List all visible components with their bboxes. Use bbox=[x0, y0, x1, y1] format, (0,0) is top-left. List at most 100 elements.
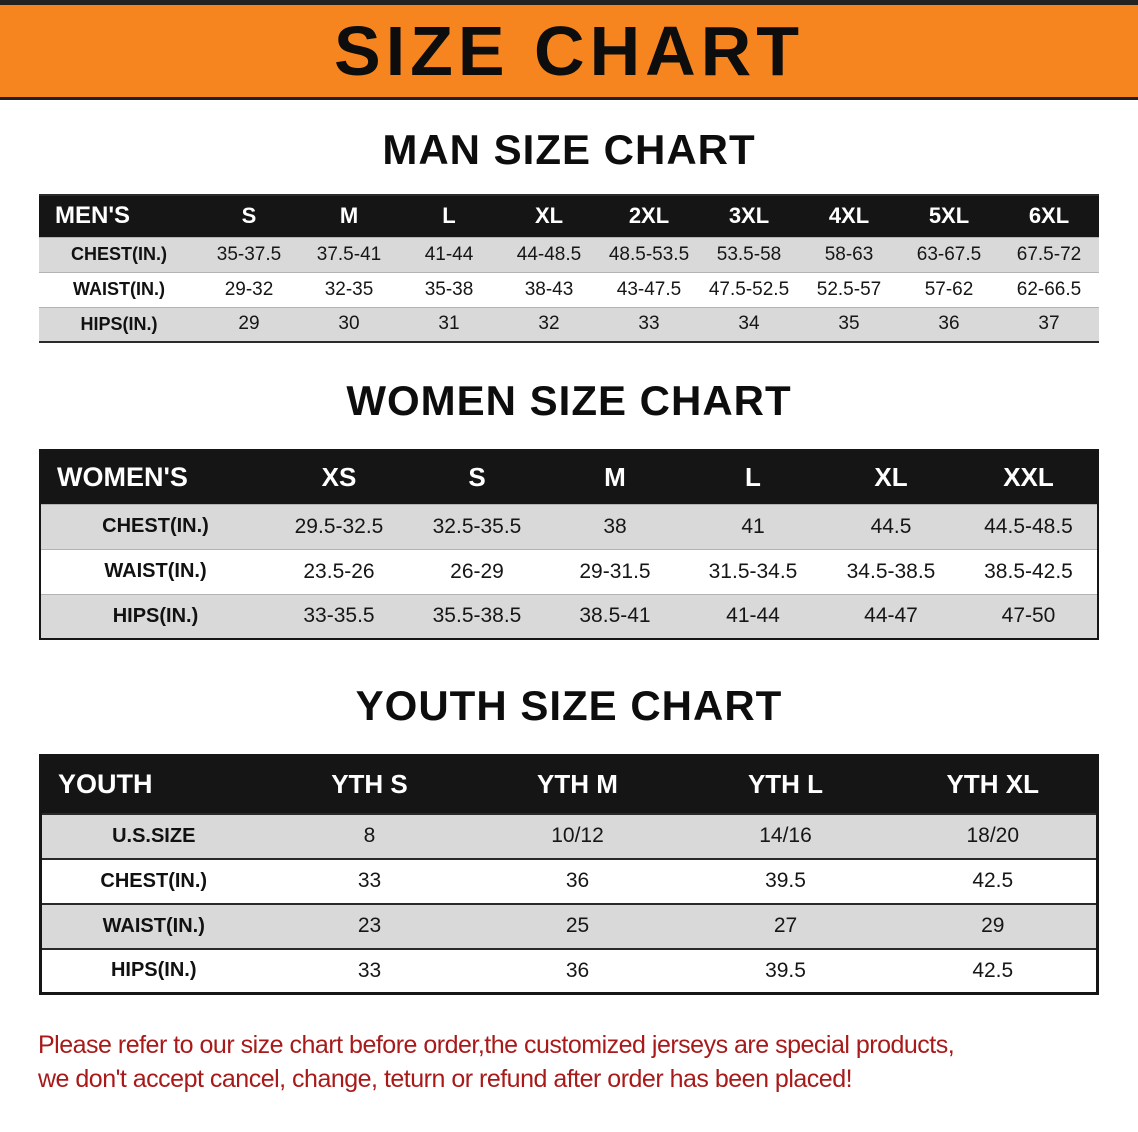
value-cell: 53.5-58 bbox=[699, 236, 799, 272]
value-cell: 8 bbox=[265, 812, 474, 859]
table-body: CHEST(IN.) 29.5-32.5 32.5-35.5 38 41 44.5 44.5… bbox=[40, 503, 1098, 639]
table-header-row: YOUTH YTH S YTH M YTH L YTH XL bbox=[40, 755, 1098, 814]
value-cell: 32-35 bbox=[299, 271, 399, 307]
value-cell: 43-47.5 bbox=[599, 271, 699, 307]
footer-disclaimer: Please refer to our size chart before or… bbox=[0, 1029, 1138, 1096]
table-title-cell: YOUTH bbox=[40, 755, 266, 814]
value-cell: 33 bbox=[265, 857, 474, 904]
size-column-header: 2XL bbox=[599, 195, 699, 237]
value-cell: 62-66.5 bbox=[999, 271, 1099, 307]
table-title-cell: WOMEN'S bbox=[40, 450, 270, 504]
size-column-header: YTH XL bbox=[889, 755, 1098, 814]
value-cell: 58-63 bbox=[799, 236, 899, 272]
value-cell: 67.5-72 bbox=[999, 236, 1099, 272]
row-label-cell: CHEST(IN.) bbox=[39, 236, 199, 272]
value-cell: 29 bbox=[889, 902, 1098, 949]
banner-title: SIZE CHART bbox=[334, 12, 804, 90]
value-cell: 42.5 bbox=[889, 947, 1098, 994]
value-cell: 34 bbox=[699, 306, 799, 342]
value-cell: 30 bbox=[299, 306, 399, 342]
value-cell: 41-44 bbox=[399, 236, 499, 272]
value-cell: 44.5-48.5 bbox=[960, 503, 1098, 549]
value-cell: 35-38 bbox=[399, 271, 499, 307]
table-head: MEN'S S M L XL 2XL 3XL 4XL 5XL 6XL bbox=[39, 195, 1099, 237]
value-cell: 48.5-53.5 bbox=[599, 236, 699, 272]
value-cell: 57-62 bbox=[899, 271, 999, 307]
value-cell: 38-43 bbox=[499, 271, 599, 307]
value-cell: 44.5 bbox=[822, 503, 960, 549]
value-cell: 36 bbox=[899, 306, 999, 342]
value-cell: 47-50 bbox=[960, 593, 1098, 639]
value-cell: 31.5-34.5 bbox=[684, 548, 822, 594]
row-label-cell: U.S.SIZE bbox=[40, 812, 266, 859]
row-label-cell: WAIST(IN.) bbox=[40, 902, 266, 949]
value-cell: 10/12 bbox=[473, 812, 682, 859]
value-cell: 26-29 bbox=[408, 548, 546, 594]
table-body: CHEST(IN.) 35-37.5 37.5-41 41-44 44-48.5 48.5… bbox=[39, 236, 1099, 342]
value-cell: 25 bbox=[473, 902, 682, 949]
value-cell: 14/16 bbox=[681, 812, 890, 859]
womens-size-table: WOMEN'S XS S M L XL XXL CHEST(IN.) 29.5-32.5 32.5… bbox=[39, 449, 1099, 640]
size-column-header: YTH L bbox=[681, 755, 890, 814]
table-header-row: MEN'S S M L XL 2XL 3XL 4XL 5XL 6XL bbox=[39, 195, 1099, 237]
value-cell: 36 bbox=[473, 947, 682, 994]
youth-size-table: YOUTH YTH S YTH M YTH L YTH XL U.S.SIZE 8 10/12… bbox=[39, 754, 1099, 995]
value-cell: 33 bbox=[265, 947, 474, 994]
value-cell: 38.5-42.5 bbox=[960, 548, 1098, 594]
value-cell: 44-48.5 bbox=[499, 236, 599, 272]
value-cell: 27 bbox=[681, 902, 890, 949]
value-cell: 47.5-52.5 bbox=[699, 271, 799, 307]
youth-size-chart-heading: YOUTH SIZE CHART bbox=[355, 682, 783, 729]
measurement-row: WAIST(IN.) 23.5-26 26-29 29-31.5 31.5-34.5 34… bbox=[40, 548, 1098, 594]
table-title-cell: MEN'S bbox=[39, 195, 199, 237]
value-cell: 29-31.5 bbox=[546, 548, 684, 594]
value-cell: 39.5 bbox=[681, 857, 890, 904]
value-cell: 42.5 bbox=[889, 857, 1098, 904]
value-cell: 41 bbox=[684, 503, 822, 549]
size-column-header: M bbox=[546, 450, 684, 504]
value-cell: 38 bbox=[546, 503, 684, 549]
table-body: U.S.SIZE 8 10/12 14/16 18/20 CHEST(IN.) 33 36 39… bbox=[40, 812, 1098, 994]
size-column-header: M bbox=[299, 195, 399, 237]
value-cell: 35-37.5 bbox=[199, 236, 299, 272]
value-cell: 41-44 bbox=[684, 593, 822, 639]
value-cell: 35 bbox=[799, 306, 899, 342]
value-cell: 44-47 bbox=[822, 593, 960, 639]
size-column-header: YTH M bbox=[473, 755, 682, 814]
row-label-cell: HIPS(IN.) bbox=[40, 593, 270, 639]
row-label-cell: CHEST(IN.) bbox=[40, 857, 266, 904]
measurement-row: WAIST(IN.) 29-32 32-35 35-38 38-43 43-47.5 47.… bbox=[39, 271, 1099, 307]
value-cell: 29 bbox=[199, 306, 299, 342]
value-cell: 37.5-41 bbox=[299, 236, 399, 272]
size-column-header: S bbox=[408, 450, 546, 504]
value-cell: 23.5-26 bbox=[270, 548, 408, 594]
value-cell: 37 bbox=[999, 306, 1099, 342]
size-column-header: L bbox=[399, 195, 499, 237]
measurement-row: CHEST(IN.) 29.5-32.5 32.5-35.5 38 41 44.5 44.5… bbox=[40, 503, 1098, 549]
table-header-row: WOMEN'S XS S M L XL XXL bbox=[40, 450, 1098, 504]
row-label-cell: CHEST(IN.) bbox=[40, 503, 270, 549]
measurement-row: HIPS(IN.) 33-35.5 35.5-38.5 38.5-41 41-44 44-… bbox=[40, 593, 1098, 639]
footer-line-2: we don't accept cancel, change, teturn o… bbox=[38, 1064, 853, 1093]
women-size-chart-heading: WOMEN SIZE CHART bbox=[346, 377, 792, 424]
value-cell: 18/20 bbox=[889, 812, 1098, 859]
measurement-row: CHEST(IN.) 33 36 39.5 42.5 bbox=[40, 857, 1098, 904]
value-cell: 38.5-41 bbox=[546, 593, 684, 639]
measurement-row: HIPS(IN.) 33 36 39.5 42.5 bbox=[40, 947, 1098, 994]
value-cell: 32.5-35.5 bbox=[408, 503, 546, 549]
value-cell: 31 bbox=[399, 306, 499, 342]
mens-size-table: MEN'S S M L XL 2XL 3XL 4XL 5XL 6XL CHEST(IN.) 35-37… bbox=[39, 194, 1099, 343]
value-cell: 63-67.5 bbox=[899, 236, 999, 272]
value-cell: 23 bbox=[265, 902, 474, 949]
size-column-header: S bbox=[199, 195, 299, 237]
footer-line-1: Please refer to our size chart before or… bbox=[38, 1031, 955, 1059]
row-label-cell: HIPS(IN.) bbox=[40, 947, 266, 994]
size-column-header: 4XL bbox=[799, 195, 899, 237]
size-column-header: XS bbox=[270, 450, 408, 504]
measurement-row: U.S.SIZE 8 10/12 14/16 18/20 bbox=[40, 812, 1098, 859]
size-column-header: 5XL bbox=[899, 195, 999, 237]
size-chart-banner: SIZE CHART bbox=[0, 0, 1138, 100]
measurement-row: HIPS(IN.) 29 30 31 32 33 34 35 36 37 bbox=[39, 306, 1099, 342]
size-column-header: XXL bbox=[960, 450, 1098, 504]
value-cell: 32 bbox=[499, 306, 599, 342]
